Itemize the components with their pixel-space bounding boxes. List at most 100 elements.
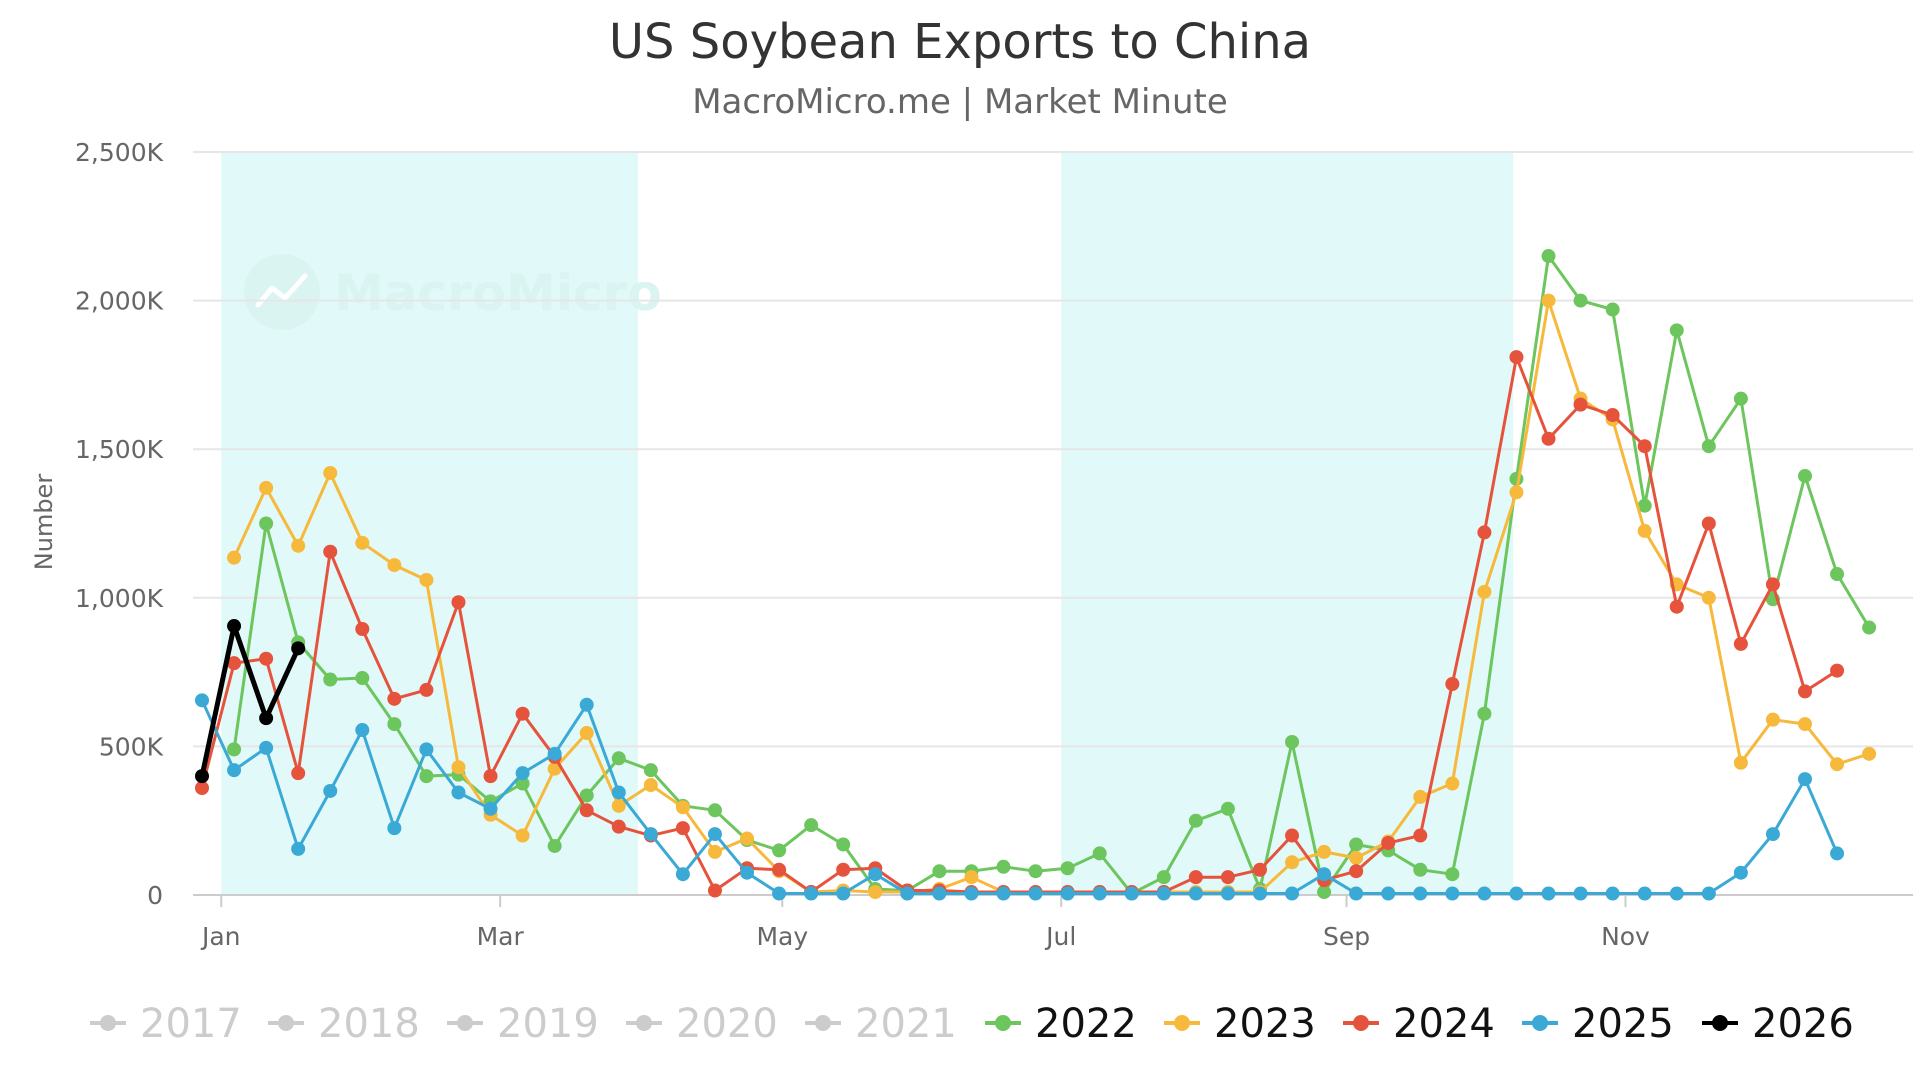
data-point <box>900 886 915 901</box>
data-point <box>515 706 530 721</box>
data-point <box>547 838 562 853</box>
data-point <box>1317 885 1332 900</box>
data-point <box>1573 397 1588 412</box>
shaded-band-1 <box>1061 152 1514 895</box>
data-point <box>1637 523 1652 538</box>
data-point <box>1349 837 1364 852</box>
data-point <box>259 740 274 755</box>
data-point <box>1477 525 1492 540</box>
y-axis-title: Number <box>30 474 58 571</box>
data-point <box>611 785 626 800</box>
legend-item-2022[interactable]: 2022 <box>985 1001 1137 1047</box>
legend-label: 2023 <box>1214 1001 1316 1047</box>
legend-item-2023[interactable]: 2023 <box>1164 1001 1316 1047</box>
data-point <box>1830 663 1845 678</box>
data-point <box>1220 870 1235 885</box>
data-point <box>1637 886 1652 901</box>
data-point <box>1830 757 1845 772</box>
data-point <box>1573 886 1588 901</box>
legend-marker-icon <box>1532 1015 1548 1031</box>
legend-label: 2017 <box>140 1001 242 1047</box>
data-point <box>1413 862 1428 877</box>
data-point <box>547 746 562 761</box>
y-tick-label: 0 <box>147 881 163 910</box>
data-point <box>1605 302 1620 317</box>
legend-label: 2022 <box>1035 1001 1137 1047</box>
watermark-chart-icon <box>255 273 308 308</box>
legend-item-2021[interactable]: 2021 <box>805 1001 957 1047</box>
legend-item-2020[interactable]: 2020 <box>626 1001 778 1047</box>
legend-item-2019[interactable]: 2019 <box>447 1001 599 1047</box>
data-point <box>1317 867 1332 882</box>
x-tick-label: Sep <box>1323 922 1370 951</box>
data-point <box>1701 886 1716 901</box>
data-point <box>1349 850 1364 865</box>
data-point <box>1701 516 1716 531</box>
data-point <box>1830 567 1845 582</box>
data-point <box>868 885 883 900</box>
data-point <box>579 788 594 803</box>
data-point <box>419 682 434 697</box>
data-point <box>804 818 819 833</box>
data-point <box>1541 886 1556 901</box>
data-point <box>1862 620 1877 635</box>
data-point <box>259 516 274 531</box>
data-point <box>1541 293 1556 308</box>
legend-marker-icon <box>636 1015 652 1031</box>
data-point <box>451 760 466 775</box>
y-tick-label: 2,000K <box>75 287 164 316</box>
data-point <box>419 742 434 757</box>
data-point <box>1477 706 1492 721</box>
data-point <box>1637 498 1652 513</box>
data-point <box>259 711 274 726</box>
data-point <box>387 821 402 836</box>
legend-item-2025[interactable]: 2025 <box>1522 1001 1674 1047</box>
data-point <box>996 886 1011 901</box>
legend: 2017 2018 2019 2020 2021 2022 2023 2024 2025 2026 <box>90 1001 1854 1047</box>
legend-label: 2020 <box>676 1001 778 1047</box>
data-point <box>451 785 466 800</box>
data-point <box>643 778 658 793</box>
data-point <box>291 641 306 656</box>
data-point <box>1669 886 1684 901</box>
x-tick-label: Jul <box>1044 922 1076 951</box>
data-point <box>419 572 434 587</box>
data-point <box>515 828 530 843</box>
data-point <box>1285 886 1300 901</box>
data-point <box>355 622 370 637</box>
data-point <box>1413 886 1428 901</box>
data-point <box>1477 584 1492 599</box>
data-point <box>1060 886 1075 901</box>
data-point <box>483 801 498 816</box>
legend-marker-icon <box>1712 1015 1728 1031</box>
data-point <box>1285 734 1300 749</box>
data-point <box>1605 408 1620 423</box>
data-point <box>675 821 690 836</box>
data-point <box>1285 828 1300 843</box>
series-2026 <box>195 619 306 784</box>
legend-marker-icon <box>995 1015 1011 1031</box>
data-point <box>1733 391 1748 406</box>
data-point <box>387 691 402 706</box>
data-point <box>291 538 306 553</box>
data-point <box>643 763 658 778</box>
data-point <box>1188 886 1203 901</box>
legend-marker-icon <box>1174 1015 1190 1031</box>
legend-item-2017[interactable]: 2017 <box>90 1001 242 1047</box>
legend-marker-icon <box>1353 1015 1369 1031</box>
data-point <box>323 465 338 480</box>
data-point <box>1220 801 1235 816</box>
data-point <box>579 726 594 741</box>
data-point <box>836 837 851 852</box>
legend-item-2024[interactable]: 2024 <box>1343 1001 1495 1047</box>
data-point <box>1733 755 1748 770</box>
x-tick-label: May <box>756 922 808 951</box>
data-point <box>323 672 338 687</box>
legend-label: 2021 <box>855 1001 957 1047</box>
legend-item-2018[interactable]: 2018 <box>268 1001 420 1047</box>
data-point <box>259 651 274 666</box>
data-point <box>227 550 242 565</box>
data-point <box>1413 789 1428 804</box>
legend-marker-icon <box>278 1015 294 1031</box>
legend-item-2026[interactable]: 2026 <box>1702 1001 1854 1047</box>
